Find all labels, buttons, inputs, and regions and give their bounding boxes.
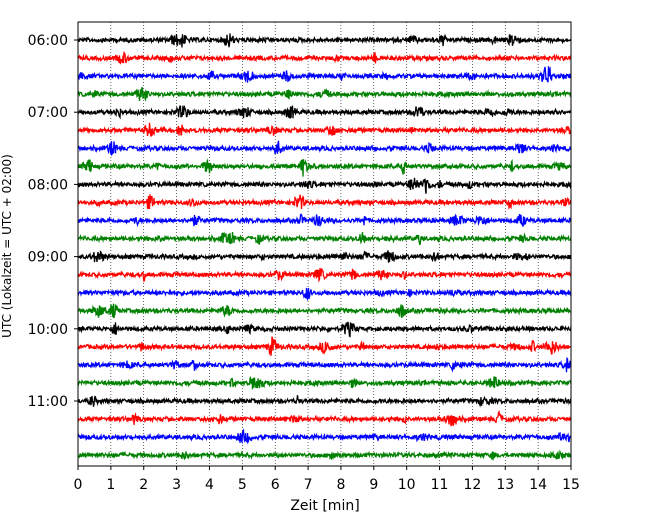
x-tick-label-3: 3 (172, 477, 181, 493)
x-tick-label-0: 0 (74, 477, 83, 493)
trace-0845 (77, 231, 572, 246)
x-tick-label-7: 7 (304, 477, 313, 493)
trace-1145 (77, 449, 572, 461)
y-tick-label-0600: 06:00 (28, 33, 68, 49)
y-tick-label-0800: 08:00 (28, 177, 68, 193)
trace-0730 (77, 140, 572, 157)
x-tick-label-1: 1 (106, 477, 115, 493)
trace-1100 (77, 395, 572, 408)
vertical-gridlines (110, 22, 539, 466)
trace-0900 (77, 250, 572, 263)
trace-0945 (77, 303, 572, 319)
x-tick-label-2: 2 (139, 477, 148, 493)
y-axis-label: UTC (Lokalzeit = UTC + 02:00) (0, 154, 14, 338)
x-axis-ticks: 0 1 2 3 4 5 6 7 8 9 10 11 12 13 14 15 (74, 466, 580, 493)
trace-1015 (77, 336, 572, 356)
trace-0615 (77, 51, 572, 65)
x-tick-label-13: 13 (496, 477, 514, 493)
y-tick-label-1100: 11:00 (28, 394, 68, 410)
x-tick-label-12: 12 (463, 477, 481, 493)
trace-1030 (77, 357, 572, 373)
trace-0745 (77, 158, 572, 177)
trace-0700 (77, 104, 572, 120)
y-tick-label-0900: 09:00 (28, 250, 68, 266)
x-tick-label-4: 4 (205, 477, 214, 493)
x-axis-label: Zeit [min] (290, 498, 359, 514)
x-tick-label-8: 8 (336, 477, 345, 493)
trace-0600 (77, 33, 572, 48)
trace-1130 (77, 428, 572, 445)
trace-0800 (77, 177, 572, 194)
x-tick-label-14: 14 (529, 477, 547, 493)
trace-0630 (77, 66, 572, 83)
trace-0815 (77, 194, 572, 211)
y-axis-ticks: 06:00 07:00 08:00 09:00 10:00 11:00 (28, 33, 78, 410)
trace-1045 (77, 376, 572, 390)
trace-0830 (77, 213, 572, 228)
trace-0715 (77, 122, 572, 137)
plot-frame (77, 21, 572, 467)
y-tick-label-0700: 07:00 (28, 105, 68, 121)
trace-1000 (77, 321, 572, 338)
x-tick-label-15: 15 (562, 477, 580, 493)
trace-layer (77, 33, 572, 461)
trace-0645 (77, 86, 572, 102)
x-tick-label-10: 10 (398, 477, 416, 493)
trace-0915 (77, 267, 572, 283)
x-tick-label-6: 6 (271, 477, 280, 493)
x-tick-label-5: 5 (238, 477, 247, 493)
trace-1115 (77, 409, 572, 427)
trace-0930 (77, 287, 572, 302)
y-tick-label-1000: 10:00 (28, 322, 68, 338)
x-tick-label-9: 9 (369, 477, 378, 493)
x-tick-label-11: 11 (431, 477, 449, 493)
